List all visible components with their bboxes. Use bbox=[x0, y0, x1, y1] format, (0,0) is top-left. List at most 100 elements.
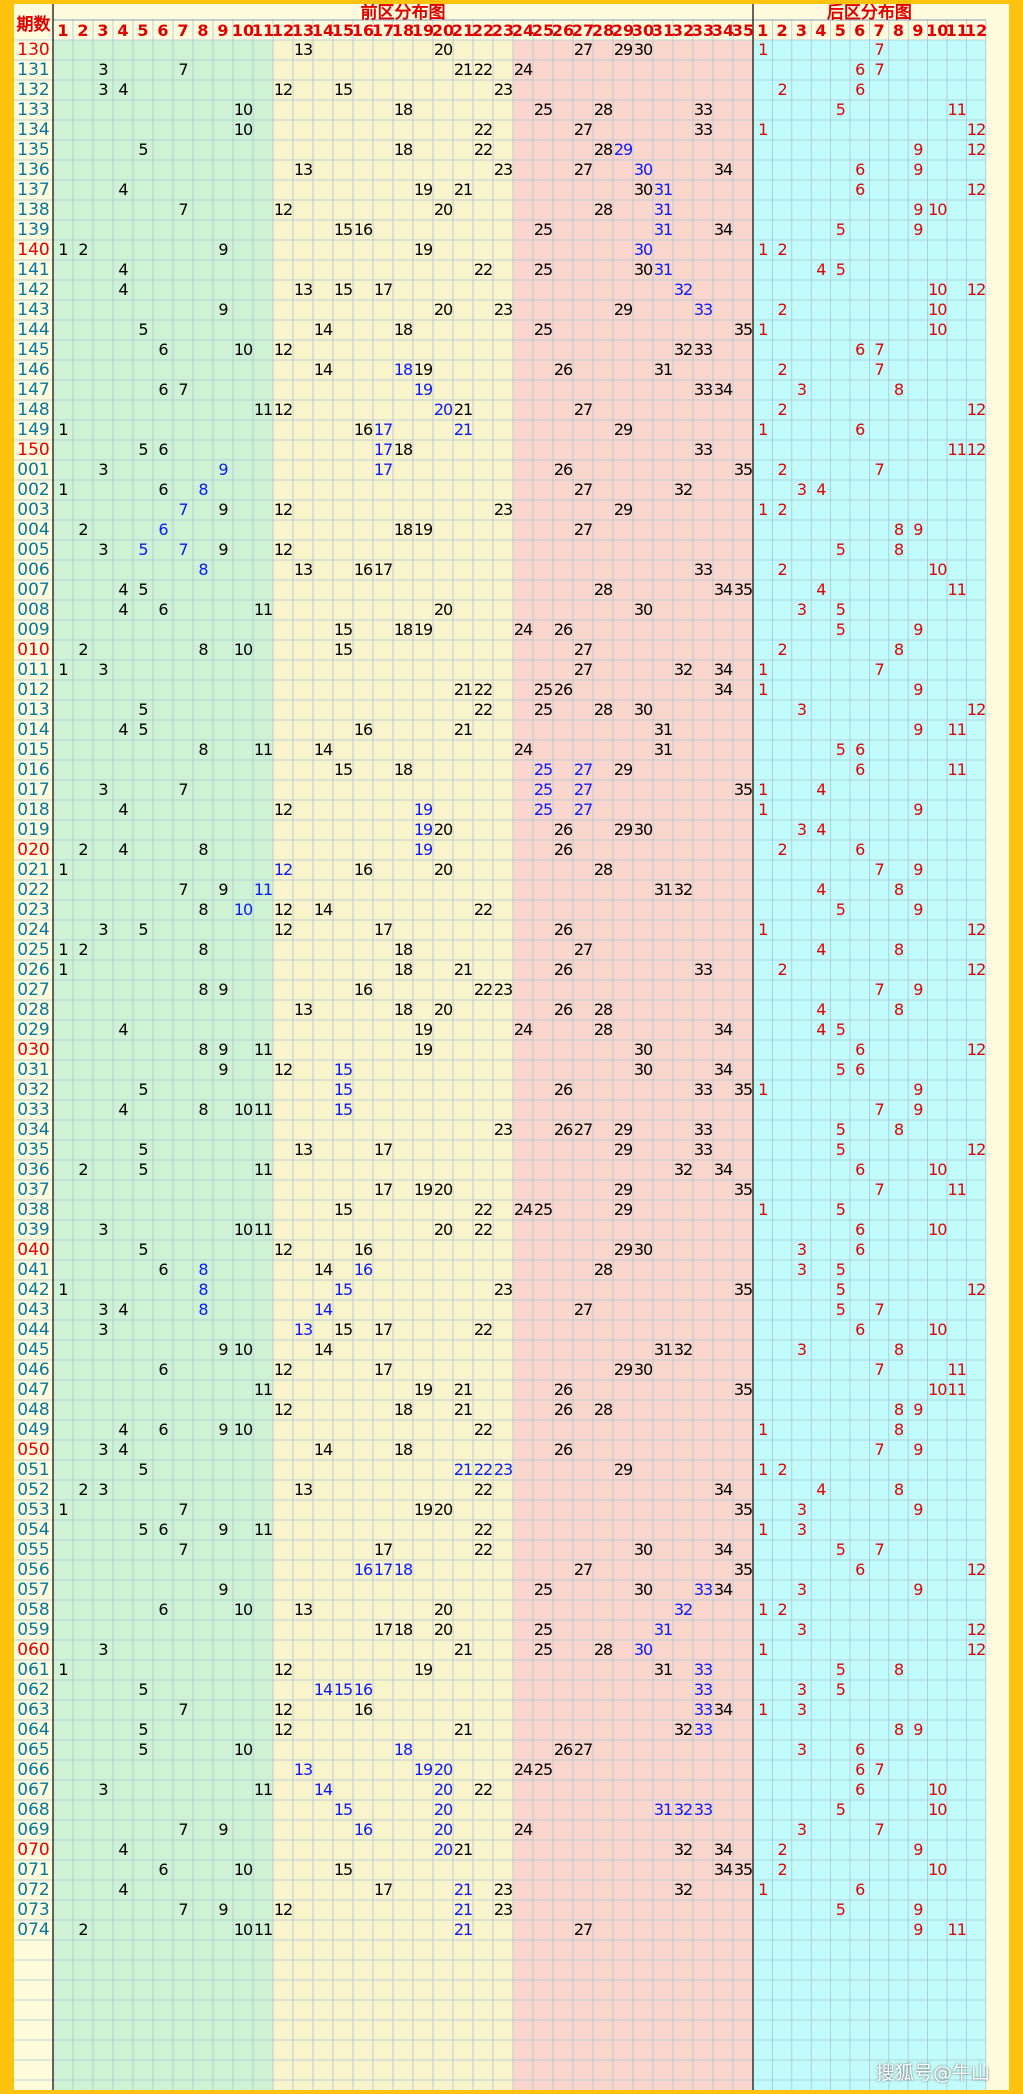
back-drawn-number: 11 bbox=[948, 100, 966, 119]
front-drawn-number: 2 bbox=[78, 1480, 87, 1499]
front-drawn-number: 30 bbox=[634, 160, 653, 179]
period-label: 006 bbox=[17, 560, 49, 580]
front-drawn-number: 30 bbox=[634, 240, 653, 259]
front-drawn-number: 15 bbox=[334, 1280, 352, 1299]
back-drawn-number: 2 bbox=[778, 500, 787, 519]
back-drawn-number: 7 bbox=[875, 1760, 884, 1779]
front-drawn-number: 1 bbox=[58, 1500, 67, 1519]
front-drawn-number: 20 bbox=[434, 300, 453, 319]
front-drawn-number: 3 bbox=[98, 540, 107, 559]
back-drawn-number: 7 bbox=[875, 1540, 884, 1559]
back-drawn-number: 10 bbox=[928, 560, 947, 579]
back-drawn-number: 9 bbox=[913, 800, 923, 819]
back-drawn-number: 10 bbox=[928, 1380, 947, 1399]
front-drawn-number: 25 bbox=[534, 100, 552, 119]
front-column-number: 9 bbox=[217, 21, 228, 40]
front-drawn-number: 22 bbox=[474, 1220, 492, 1239]
front-drawn-number: 19 bbox=[414, 360, 433, 379]
back-drawn-number: 1 bbox=[758, 1460, 767, 1479]
front-drawn-number: 29 bbox=[614, 1240, 633, 1259]
front-drawn-number: 13 bbox=[294, 1140, 312, 1159]
front-drawn-number: 33 bbox=[694, 960, 712, 979]
front-drawn-number: 32 bbox=[674, 1720, 692, 1739]
front-drawn-number: 23 bbox=[494, 160, 512, 179]
period-label: 028 bbox=[17, 1000, 49, 1020]
period-label: 031 bbox=[17, 1060, 49, 1080]
front-drawn-number: 11 bbox=[254, 1100, 272, 1119]
front-column-number: 8 bbox=[197, 21, 208, 40]
back-drawn-number: 6 bbox=[855, 420, 865, 439]
front-drawn-number: 18 bbox=[394, 1000, 413, 1019]
period-label: 016 bbox=[17, 760, 49, 780]
front-drawn-number: 13 bbox=[294, 160, 312, 179]
back-drawn-number: 11 bbox=[948, 1380, 966, 1399]
back-drawn-number: 12 bbox=[967, 1040, 985, 1059]
front-drawn-number: 10 bbox=[234, 1920, 253, 1939]
front-drawn-number: 16 bbox=[354, 720, 373, 739]
period-label: 052 bbox=[17, 1480, 49, 1500]
front-drawn-number: 16 bbox=[354, 980, 373, 999]
front-drawn-number: 27 bbox=[574, 780, 592, 799]
front-drawn-number: 8 bbox=[198, 900, 208, 919]
front-drawn-number: 26 bbox=[554, 620, 573, 639]
front-drawn-number: 15 bbox=[334, 1800, 352, 1819]
back-drawn-number: 4 bbox=[816, 940, 826, 959]
period-label: 014 bbox=[17, 720, 49, 740]
front-drawn-number: 7 bbox=[178, 380, 187, 399]
front-drawn-number: 33 bbox=[694, 1700, 712, 1719]
front-drawn-number: 24 bbox=[514, 1020, 533, 1039]
front-drawn-number: 12 bbox=[274, 860, 292, 879]
period-label: 137 bbox=[17, 180, 49, 200]
back-drawn-number: 2 bbox=[778, 1600, 787, 1619]
period-label: 015 bbox=[17, 740, 49, 760]
back-drawn-number: 7 bbox=[875, 360, 884, 379]
front-drawn-number: 11 bbox=[254, 1040, 272, 1059]
front-column-number: 20 bbox=[432, 21, 454, 40]
period-label: 141 bbox=[17, 260, 49, 280]
back-drawn-number: 7 bbox=[875, 1180, 884, 1199]
front-drawn-number: 31 bbox=[654, 880, 672, 899]
front-drawn-number: 10 bbox=[234, 640, 253, 659]
back-drawn-number: 1 bbox=[758, 240, 767, 259]
front-drawn-number: 26 bbox=[554, 1120, 573, 1139]
front-drawn-number: 16 bbox=[354, 220, 373, 239]
front-drawn-number: 3 bbox=[98, 920, 107, 939]
front-drawn-number: 9 bbox=[218, 540, 228, 559]
back-drawn-number: 5 bbox=[836, 1800, 845, 1819]
period-label: 066 bbox=[17, 1760, 49, 1780]
back-drawn-number: 1 bbox=[758, 1700, 767, 1719]
front-column-number: 27 bbox=[572, 21, 594, 40]
front-drawn-number: 23 bbox=[494, 500, 512, 519]
front-drawn-number: 32 bbox=[674, 340, 692, 359]
period-label: 049 bbox=[17, 1420, 49, 1440]
front-zone-title: 前区分布图 bbox=[361, 4, 446, 23]
front-drawn-number: 11 bbox=[254, 1380, 272, 1399]
period-label: 059 bbox=[17, 1620, 49, 1640]
back-drawn-number: 1 bbox=[758, 500, 767, 519]
front-drawn-number: 17 bbox=[374, 420, 392, 439]
front-drawn-number: 35 bbox=[734, 580, 752, 599]
front-drawn-number: 18 bbox=[394, 940, 413, 959]
front-drawn-number: 27 bbox=[574, 40, 592, 59]
front-drawn-number: 18 bbox=[394, 1400, 413, 1419]
front-drawn-number: 34 bbox=[714, 1020, 733, 1039]
front-column-number: 15 bbox=[332, 21, 354, 40]
front-drawn-number: 20 bbox=[434, 1780, 453, 1799]
back-drawn-number: 3 bbox=[797, 1240, 806, 1259]
zone1-background bbox=[53, 4, 273, 2090]
front-drawn-number: 21 bbox=[454, 1640, 472, 1659]
back-drawn-number: 8 bbox=[894, 1340, 904, 1359]
front-drawn-number: 13 bbox=[294, 1480, 312, 1499]
back-drawn-number: 8 bbox=[894, 1720, 904, 1739]
period-label: 029 bbox=[17, 1020, 49, 1040]
back-drawn-number: 4 bbox=[816, 580, 826, 599]
front-drawn-number: 24 bbox=[514, 1200, 533, 1219]
front-drawn-number: 28 bbox=[594, 860, 613, 879]
back-drawn-number: 11 bbox=[948, 1360, 966, 1379]
front-drawn-number: 33 bbox=[694, 1080, 712, 1099]
front-drawn-number: 1 bbox=[58, 480, 67, 499]
front-drawn-number: 27 bbox=[574, 480, 592, 499]
front-column-number: 5 bbox=[137, 21, 148, 40]
period-label: 034 bbox=[17, 1120, 49, 1140]
front-drawn-number: 31 bbox=[654, 260, 672, 279]
